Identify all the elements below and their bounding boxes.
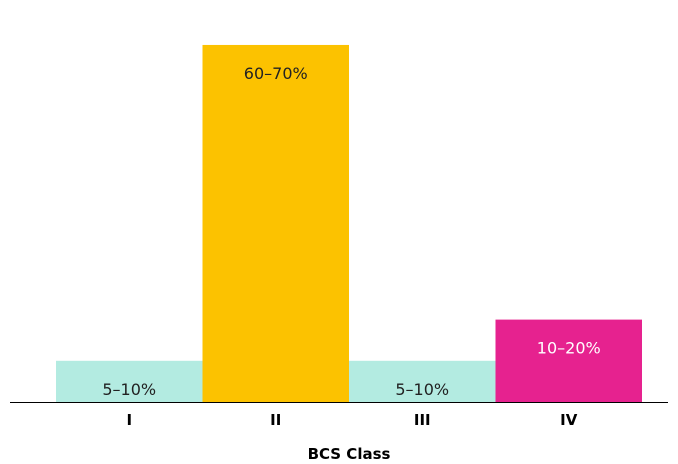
- x-tick-labels-group: I II III IV: [126, 411, 577, 429]
- bar-value-label-ii: 60–70%: [244, 64, 308, 83]
- bar-value-label-iv: 10–20%: [537, 339, 601, 358]
- bar-iv: [495, 319, 642, 402]
- x-tick-label-ii: II: [270, 411, 281, 429]
- bar-ii: [202, 44, 349, 403]
- bar-labels-group: 5–10% 60–70% 5–10% 10–20%: [102, 64, 600, 399]
- bars-group: [56, 44, 642, 403]
- x-tick-label-iii: III: [414, 411, 431, 429]
- bar-iii: [349, 360, 496, 402]
- bar-value-label-iii: 5–10%: [395, 380, 449, 399]
- x-tick-label-i: I: [126, 411, 132, 429]
- bar-i: [56, 360, 203, 402]
- x-axis-title: BCS Class: [308, 445, 391, 463]
- x-tick-label-iv: IV: [560, 411, 578, 429]
- bar-value-label-i: 5–10%: [102, 380, 156, 399]
